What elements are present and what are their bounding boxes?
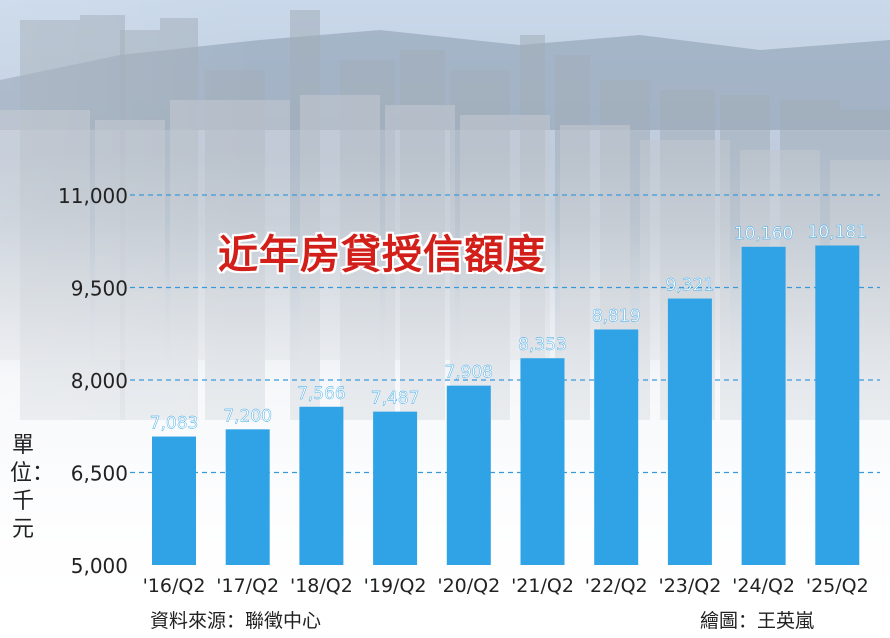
x-tick-label: '22/Q2: [585, 575, 648, 597]
x-tick-label: '17/Q2: [216, 575, 279, 597]
bar-value-label: 8,819: [592, 306, 641, 326]
unit-label: 單位：千元: [10, 433, 55, 542]
bar-value-label: 10,160: [734, 224, 793, 244]
bar-value-label: 8,353: [518, 335, 567, 355]
bar-value-label: 10,181: [808, 223, 867, 243]
x-tick-label: '16/Q2: [143, 575, 206, 597]
bar: [594, 329, 639, 565]
bar: [446, 385, 491, 565]
bar: [741, 246, 786, 566]
x-tick-label: '24/Q2: [732, 575, 795, 597]
bar-value-label: 7,487: [371, 389, 420, 409]
x-tick-label: '19/Q2: [364, 575, 427, 597]
bar: [815, 245, 860, 565]
bar-value-label: 7,200: [223, 406, 272, 426]
x-tick-label: '18/Q2: [290, 575, 353, 597]
bar: [225, 429, 270, 565]
y-tick-label: 11,000: [58, 184, 128, 208]
x-tick-label: '23/Q2: [658, 575, 721, 597]
source-note: 資料來源：聯徵中心: [150, 610, 322, 632]
y-tick-label: 8,000: [71, 369, 128, 393]
bar-value-label: 7,908: [444, 363, 493, 383]
bar-value-label: 9,321: [666, 276, 715, 296]
y-tick-label: 6,500: [71, 462, 128, 486]
bar: [152, 436, 196, 565]
bar: [373, 411, 418, 565]
bar-value-label: 7,083: [150, 414, 199, 434]
y-tick-label: 9,500: [71, 277, 128, 301]
x-tick-label: '21/Q2: [511, 575, 574, 597]
axis-ticks: 5,000 6,500 8,000 9,500 11,000 '16/Q2 '17/Q2 '1…: [58, 184, 869, 597]
chart-title: 近年房貸授信額度: [218, 232, 546, 278]
bar: [667, 298, 712, 565]
y-tick-label: 5,000: [71, 554, 128, 578]
bar: [520, 358, 565, 565]
graphic-credit: 繪圖：王英嵐: [700, 610, 815, 632]
bar: [299, 406, 344, 565]
bars: 7,083 7,200 7,566 7,487 7,908 8,353 8,819 9,321…: [149, 222, 867, 566]
x-tick-label: '20/Q2: [437, 575, 500, 597]
bar-value-label: 7,566: [297, 384, 346, 404]
x-tick-label: '25/Q2: [806, 575, 869, 597]
